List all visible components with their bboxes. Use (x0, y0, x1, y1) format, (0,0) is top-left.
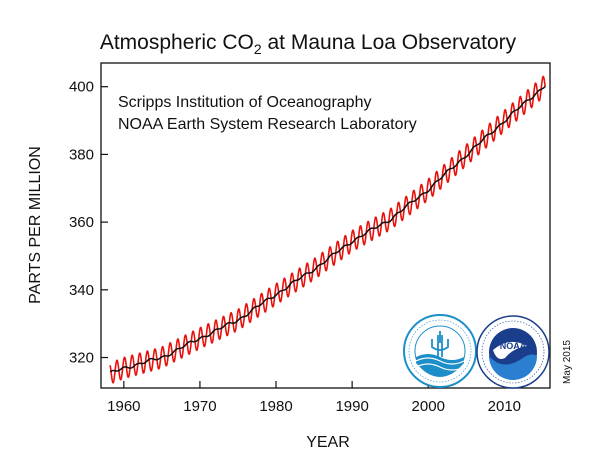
trend-series-line (109, 85, 546, 373)
y-tick-label: 360 (69, 214, 94, 231)
x-tick-label: 1990 (335, 398, 368, 415)
svg-text:NOAA: NOAA (500, 341, 527, 351)
plot-frame (100, 62, 551, 389)
x-tick-label: 1970 (183, 398, 216, 415)
chart-title: Atmospheric CO2 at Mauna Loa Observatory (100, 31, 517, 57)
scripps-logo-icon (403, 314, 477, 388)
chart-title-rest: at Mauna Loa Observatory (262, 31, 517, 54)
chart-title-subscript: 2 (254, 41, 262, 57)
series-group (109, 75, 546, 384)
y-axis-label: PARTS PER MILLION (27, 146, 44, 304)
x-tick-label: 1960 (107, 398, 140, 415)
axis-ticks: 1960 1970 1980 1990 2000 2010 320 340 360 380 400 (69, 79, 521, 415)
y-tick-label: 340 (69, 282, 94, 299)
date-label: May 2015 (562, 340, 573, 384)
x-axis-label: YEAR (306, 434, 350, 451)
chart-title-main: Atmospheric CO (100, 31, 254, 54)
source-line-1: Scripps Institution of Oceanography (118, 94, 371, 111)
y-tick-label: 320 (69, 350, 94, 367)
source-line-2: NOAA Earth System Research Laboratory (118, 116, 417, 133)
x-tick-label: 1980 (259, 398, 292, 415)
noaa-logo-icon: NOAA (476, 315, 550, 389)
y-tick-label: 400 (69, 79, 94, 96)
y-tick-label: 380 (69, 146, 94, 163)
x-tick-label: 2000 (412, 398, 445, 415)
seasonal-series-line (109, 75, 546, 384)
x-tick-label: 2010 (488, 398, 521, 415)
